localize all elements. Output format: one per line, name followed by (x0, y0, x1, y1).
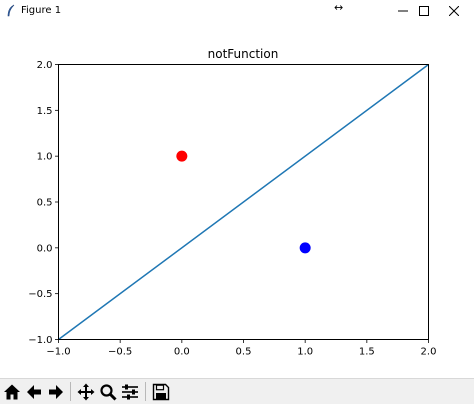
home-icon (4, 384, 20, 399)
close-button[interactable] (434, 0, 474, 22)
x-tick-label: −1.0 (46, 347, 70, 358)
x-tick-label: −0.5 (108, 347, 132, 358)
home-button[interactable] (2, 381, 22, 402)
y-tick-label: 2.0 (37, 60, 53, 71)
pan-icon (77, 383, 95, 400)
back-button[interactable] (24, 381, 44, 402)
close-icon (449, 6, 459, 16)
data-point (299, 242, 311, 254)
toolbar-separator (145, 382, 146, 401)
maximize-button[interactable] (404, 0, 444, 22)
window-titlebar: Figure 1 ↔ (0, 0, 474, 22)
minimize-icon (398, 10, 408, 12)
zoom-icon (100, 383, 117, 401)
configure-subplots-button[interactable] (120, 381, 140, 402)
y-tick-label: −0.5 (28, 289, 52, 300)
chart-title: notFunction (208, 47, 279, 61)
forward-button[interactable] (46, 381, 66, 402)
pan-button[interactable] (76, 381, 96, 402)
y-tick-label: 1.0 (37, 152, 53, 163)
x-tick-label: 0.5 (236, 347, 252, 358)
y-tick-label: 0.5 (37, 198, 53, 209)
y-tick-label: 0.0 (37, 243, 53, 254)
configure-subplots-icon (122, 384, 138, 399)
figure-canvas: notFunction −1.0 −0.5 0.0 0.5 1.0 1.5 2.0 −1.0… (0, 22, 474, 377)
x-tick-label: 0.0 (174, 347, 190, 358)
data-point (176, 150, 188, 162)
x-tick-label: 1.5 (359, 347, 375, 358)
line-series (58, 63, 429, 341)
minimize-button[interactable] (383, 0, 423, 22)
chart: notFunction −1.0 −0.5 0.0 0.5 1.0 1.5 2.0 −1.0… (28, 47, 437, 358)
window-title: Figure 1 (21, 5, 62, 16)
toolbar-separator (70, 382, 71, 401)
save-button[interactable] (151, 381, 171, 402)
forward-icon (49, 384, 63, 399)
y-tick-label: −1.0 (28, 335, 52, 346)
navigation-toolbar (0, 378, 474, 404)
x-tick-label: 1.0 (297, 347, 313, 358)
y-tick-label: 1.5 (37, 106, 53, 117)
maximize-icon (419, 6, 429, 16)
resize-cursor-icon: ↔ (334, 1, 344, 14)
zoom-button[interactable] (98, 381, 118, 402)
save-icon (152, 383, 170, 400)
x-tick-label: 2.0 (421, 347, 437, 358)
back-icon (27, 384, 41, 399)
feather-icon (7, 4, 15, 17)
